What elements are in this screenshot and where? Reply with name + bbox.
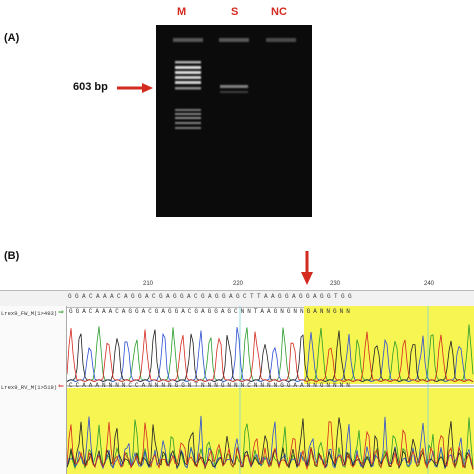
ladder-band (175, 87, 201, 90)
size-marker-label: 603 bp (73, 81, 108, 93)
consensus-sequence: GGACAAACAGGACGAGGACGAGGAGCTTAAGGAGGAGGTG… (68, 293, 356, 300)
lane-label-s: S (231, 6, 239, 18)
ruler-tick-label: 220 (233, 281, 244, 287)
ladder-band (175, 81, 201, 84)
size-marker-arrow (117, 83, 153, 93)
ladder-band (175, 71, 201, 74)
ruler-tick-label: 210 (143, 281, 154, 287)
lane-label-m: M (177, 6, 187, 18)
ladder-band (175, 66, 201, 69)
lane-label-nc: NC (271, 6, 287, 18)
mutation-site-arrow (301, 251, 313, 285)
forward-base-calls: GGACAAACAGGACGAGGACGAGGAGCNNTAAGNGNNGANN… (69, 308, 353, 315)
sample-band (220, 85, 248, 88)
trace-c (67, 415, 474, 470)
ladder-band (175, 113, 201, 115)
ladder-band (175, 122, 201, 124)
track-label-forward: Lrex9_FW_M(1>493) (1, 310, 58, 317)
ladder-band (175, 127, 201, 129)
ruler-bar (0, 290, 474, 308)
chromatogram-traces (67, 306, 474, 474)
sample-band-faint (220, 91, 248, 93)
ladder-band (175, 61, 201, 64)
trace-t (67, 421, 474, 471)
well-nc (266, 38, 296, 42)
track-label-column (0, 306, 67, 474)
ladder-band (175, 117, 201, 119)
well-s (219, 38, 249, 42)
agarose-gel-image (156, 25, 312, 217)
gel-bands (173, 38, 296, 129)
trace-t (67, 328, 474, 382)
trace-a (67, 417, 474, 470)
highlight-region-forward (304, 306, 474, 384)
forward-arrow-icon: ⇒ (58, 309, 64, 316)
well-m (173, 38, 203, 42)
reverse-base-calls: CCAAANNNNCCANNNNGGNTNNNGNNNCNNNNGGAANNGN… (69, 382, 353, 389)
ruler-tick-label: 240 (424, 281, 435, 287)
ladder-band (175, 109, 201, 111)
panel-a-label: (A) (4, 32, 20, 44)
panel-b-label: (B) (4, 250, 20, 262)
track-label-reverse: Lrex9_RV_M(1>519) (1, 384, 58, 391)
chromatogram-panel: 210 220 230 240 GGACAAACAGGACGAGGACGAGGA… (0, 268, 474, 474)
ruler-tick-label: 230 (330, 281, 341, 287)
reverse-arrow-icon: ⇐ (58, 383, 64, 390)
ladder-band (175, 76, 201, 79)
